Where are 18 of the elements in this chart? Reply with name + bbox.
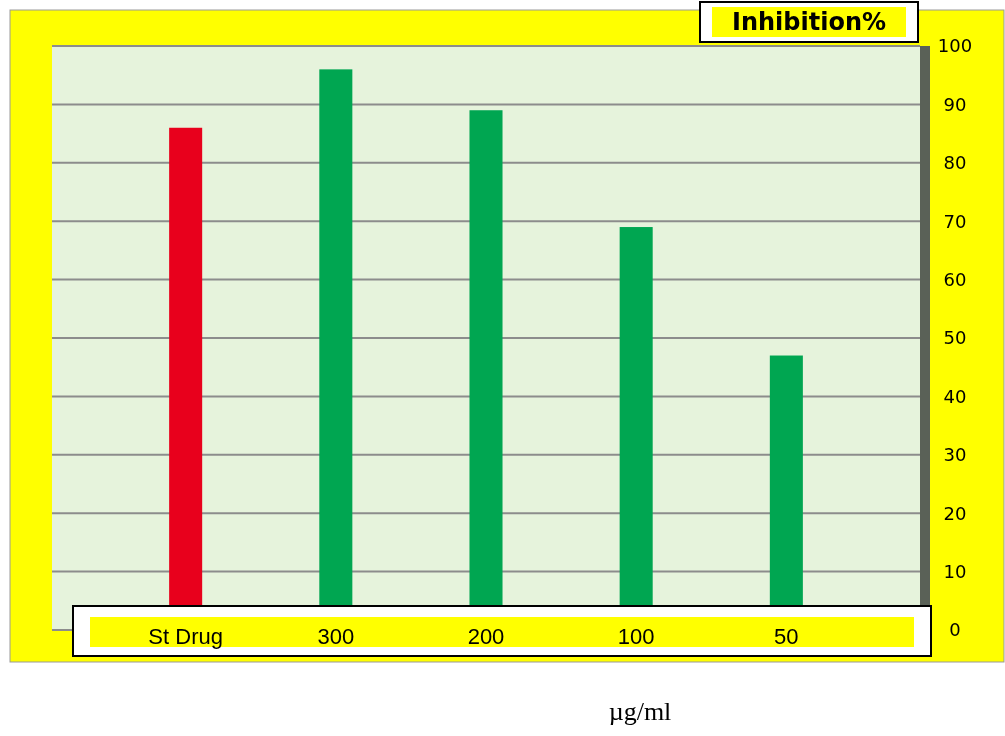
- y-tick-label: 70: [943, 210, 967, 232]
- x-axis-title: µg/ml: [608, 697, 672, 726]
- y-tick-label: 50: [943, 327, 967, 349]
- x-tick-label: St Drug: [148, 623, 223, 649]
- y-tick-label: 90: [943, 93, 967, 115]
- y-tick-label: 10: [943, 560, 967, 582]
- y-tick-label: 20: [943, 502, 967, 524]
- y-tick-label: 100: [937, 35, 973, 57]
- x-tick-label: 100: [617, 623, 655, 649]
- x-tick-label: 200: [467, 623, 505, 649]
- y-tick-label: 40: [943, 385, 967, 407]
- y-tick-label: 0: [949, 619, 961, 641]
- y-tick-label: 60: [943, 268, 967, 290]
- y-tick-label: 80: [943, 152, 967, 174]
- y-tick-label: 30: [943, 444, 967, 466]
- x-tick-label: 50: [774, 623, 799, 649]
- chart-title: Inhibition%: [731, 8, 887, 37]
- x-tick-label: 300: [317, 623, 355, 649]
